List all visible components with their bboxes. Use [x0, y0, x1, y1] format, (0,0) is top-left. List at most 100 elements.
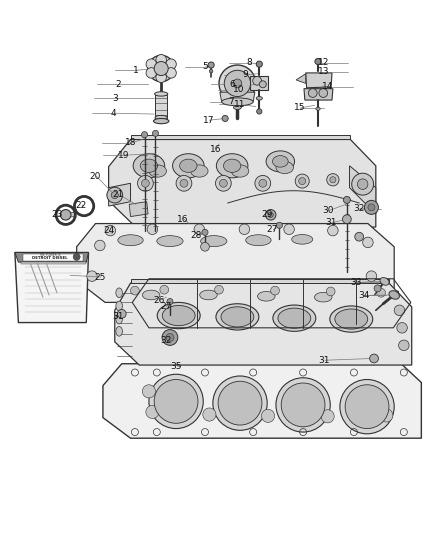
Ellipse shape — [116, 301, 123, 311]
Circle shape — [345, 385, 389, 429]
Circle shape — [239, 224, 250, 235]
Ellipse shape — [153, 118, 169, 124]
Text: 18: 18 — [125, 139, 136, 148]
Text: 34: 34 — [358, 291, 369, 300]
Circle shape — [255, 175, 271, 191]
Text: 6: 6 — [229, 80, 235, 89]
Circle shape — [394, 305, 405, 316]
Text: 10: 10 — [233, 85, 244, 94]
Ellipse shape — [389, 290, 399, 299]
Circle shape — [370, 354, 378, 363]
Circle shape — [209, 69, 213, 73]
Circle shape — [60, 209, 71, 220]
Circle shape — [363, 237, 373, 248]
Text: 20: 20 — [90, 172, 101, 181]
Circle shape — [180, 179, 188, 187]
Ellipse shape — [180, 159, 197, 172]
Ellipse shape — [330, 306, 373, 332]
Text: 32: 32 — [353, 204, 365, 213]
Circle shape — [271, 286, 279, 295]
Polygon shape — [115, 283, 412, 365]
Text: 11: 11 — [234, 100, 246, 109]
Ellipse shape — [314, 292, 332, 302]
Circle shape — [138, 175, 153, 191]
Text: 12: 12 — [318, 58, 330, 67]
Polygon shape — [131, 135, 350, 140]
Circle shape — [276, 222, 283, 229]
Text: 31: 31 — [325, 218, 337, 227]
Ellipse shape — [335, 309, 368, 329]
Circle shape — [319, 88, 328, 98]
Polygon shape — [350, 166, 376, 214]
Text: 9: 9 — [242, 70, 248, 79]
Ellipse shape — [316, 107, 320, 110]
Polygon shape — [15, 253, 88, 262]
Circle shape — [215, 285, 223, 294]
Ellipse shape — [155, 115, 167, 120]
Ellipse shape — [157, 302, 200, 329]
Circle shape — [259, 81, 266, 88]
Ellipse shape — [272, 156, 288, 167]
Text: 14: 14 — [322, 83, 333, 92]
Circle shape — [222, 115, 228, 122]
Text: 32: 32 — [161, 336, 172, 344]
Circle shape — [299, 177, 306, 184]
Circle shape — [355, 232, 364, 241]
Ellipse shape — [231, 165, 249, 177]
Circle shape — [343, 215, 351, 223]
Circle shape — [213, 376, 267, 430]
Circle shape — [202, 229, 208, 236]
Circle shape — [219, 65, 256, 102]
Ellipse shape — [116, 288, 123, 297]
Ellipse shape — [276, 161, 293, 174]
Circle shape — [253, 76, 261, 85]
Circle shape — [377, 288, 385, 297]
Text: 7: 7 — [228, 98, 234, 106]
Bar — [21, 262, 86, 264]
Circle shape — [368, 204, 375, 211]
Text: 28: 28 — [191, 231, 202, 240]
Circle shape — [224, 70, 251, 96]
Ellipse shape — [116, 327, 123, 336]
Circle shape — [166, 334, 174, 342]
Circle shape — [107, 187, 123, 203]
Circle shape — [141, 179, 149, 187]
Ellipse shape — [266, 151, 294, 172]
Ellipse shape — [116, 314, 123, 324]
Circle shape — [149, 374, 203, 429]
Circle shape — [73, 253, 80, 260]
Ellipse shape — [216, 154, 248, 178]
Polygon shape — [155, 95, 167, 118]
Ellipse shape — [246, 235, 271, 246]
Polygon shape — [109, 183, 131, 206]
Circle shape — [284, 224, 294, 235]
Text: 15: 15 — [294, 103, 305, 112]
Text: 3: 3 — [112, 94, 118, 103]
Ellipse shape — [222, 98, 253, 106]
Circle shape — [147, 224, 158, 235]
Ellipse shape — [273, 305, 316, 332]
Circle shape — [203, 408, 216, 421]
Circle shape — [259, 179, 267, 187]
Text: 25: 25 — [94, 272, 106, 281]
Circle shape — [131, 286, 139, 295]
Circle shape — [219, 179, 227, 187]
Ellipse shape — [118, 235, 143, 246]
Bar — [23, 254, 83, 261]
Ellipse shape — [380, 278, 389, 285]
Text: 27: 27 — [160, 302, 171, 311]
Circle shape — [340, 379, 394, 434]
Circle shape — [357, 179, 368, 189]
Circle shape — [218, 381, 262, 425]
Text: 23: 23 — [51, 211, 63, 219]
Circle shape — [399, 340, 409, 351]
Circle shape — [326, 287, 335, 296]
Ellipse shape — [191, 165, 208, 177]
Circle shape — [330, 177, 336, 183]
Circle shape — [364, 200, 378, 214]
Circle shape — [208, 62, 214, 68]
Circle shape — [87, 271, 97, 281]
Ellipse shape — [133, 154, 165, 178]
Polygon shape — [129, 201, 148, 216]
Circle shape — [380, 409, 393, 422]
